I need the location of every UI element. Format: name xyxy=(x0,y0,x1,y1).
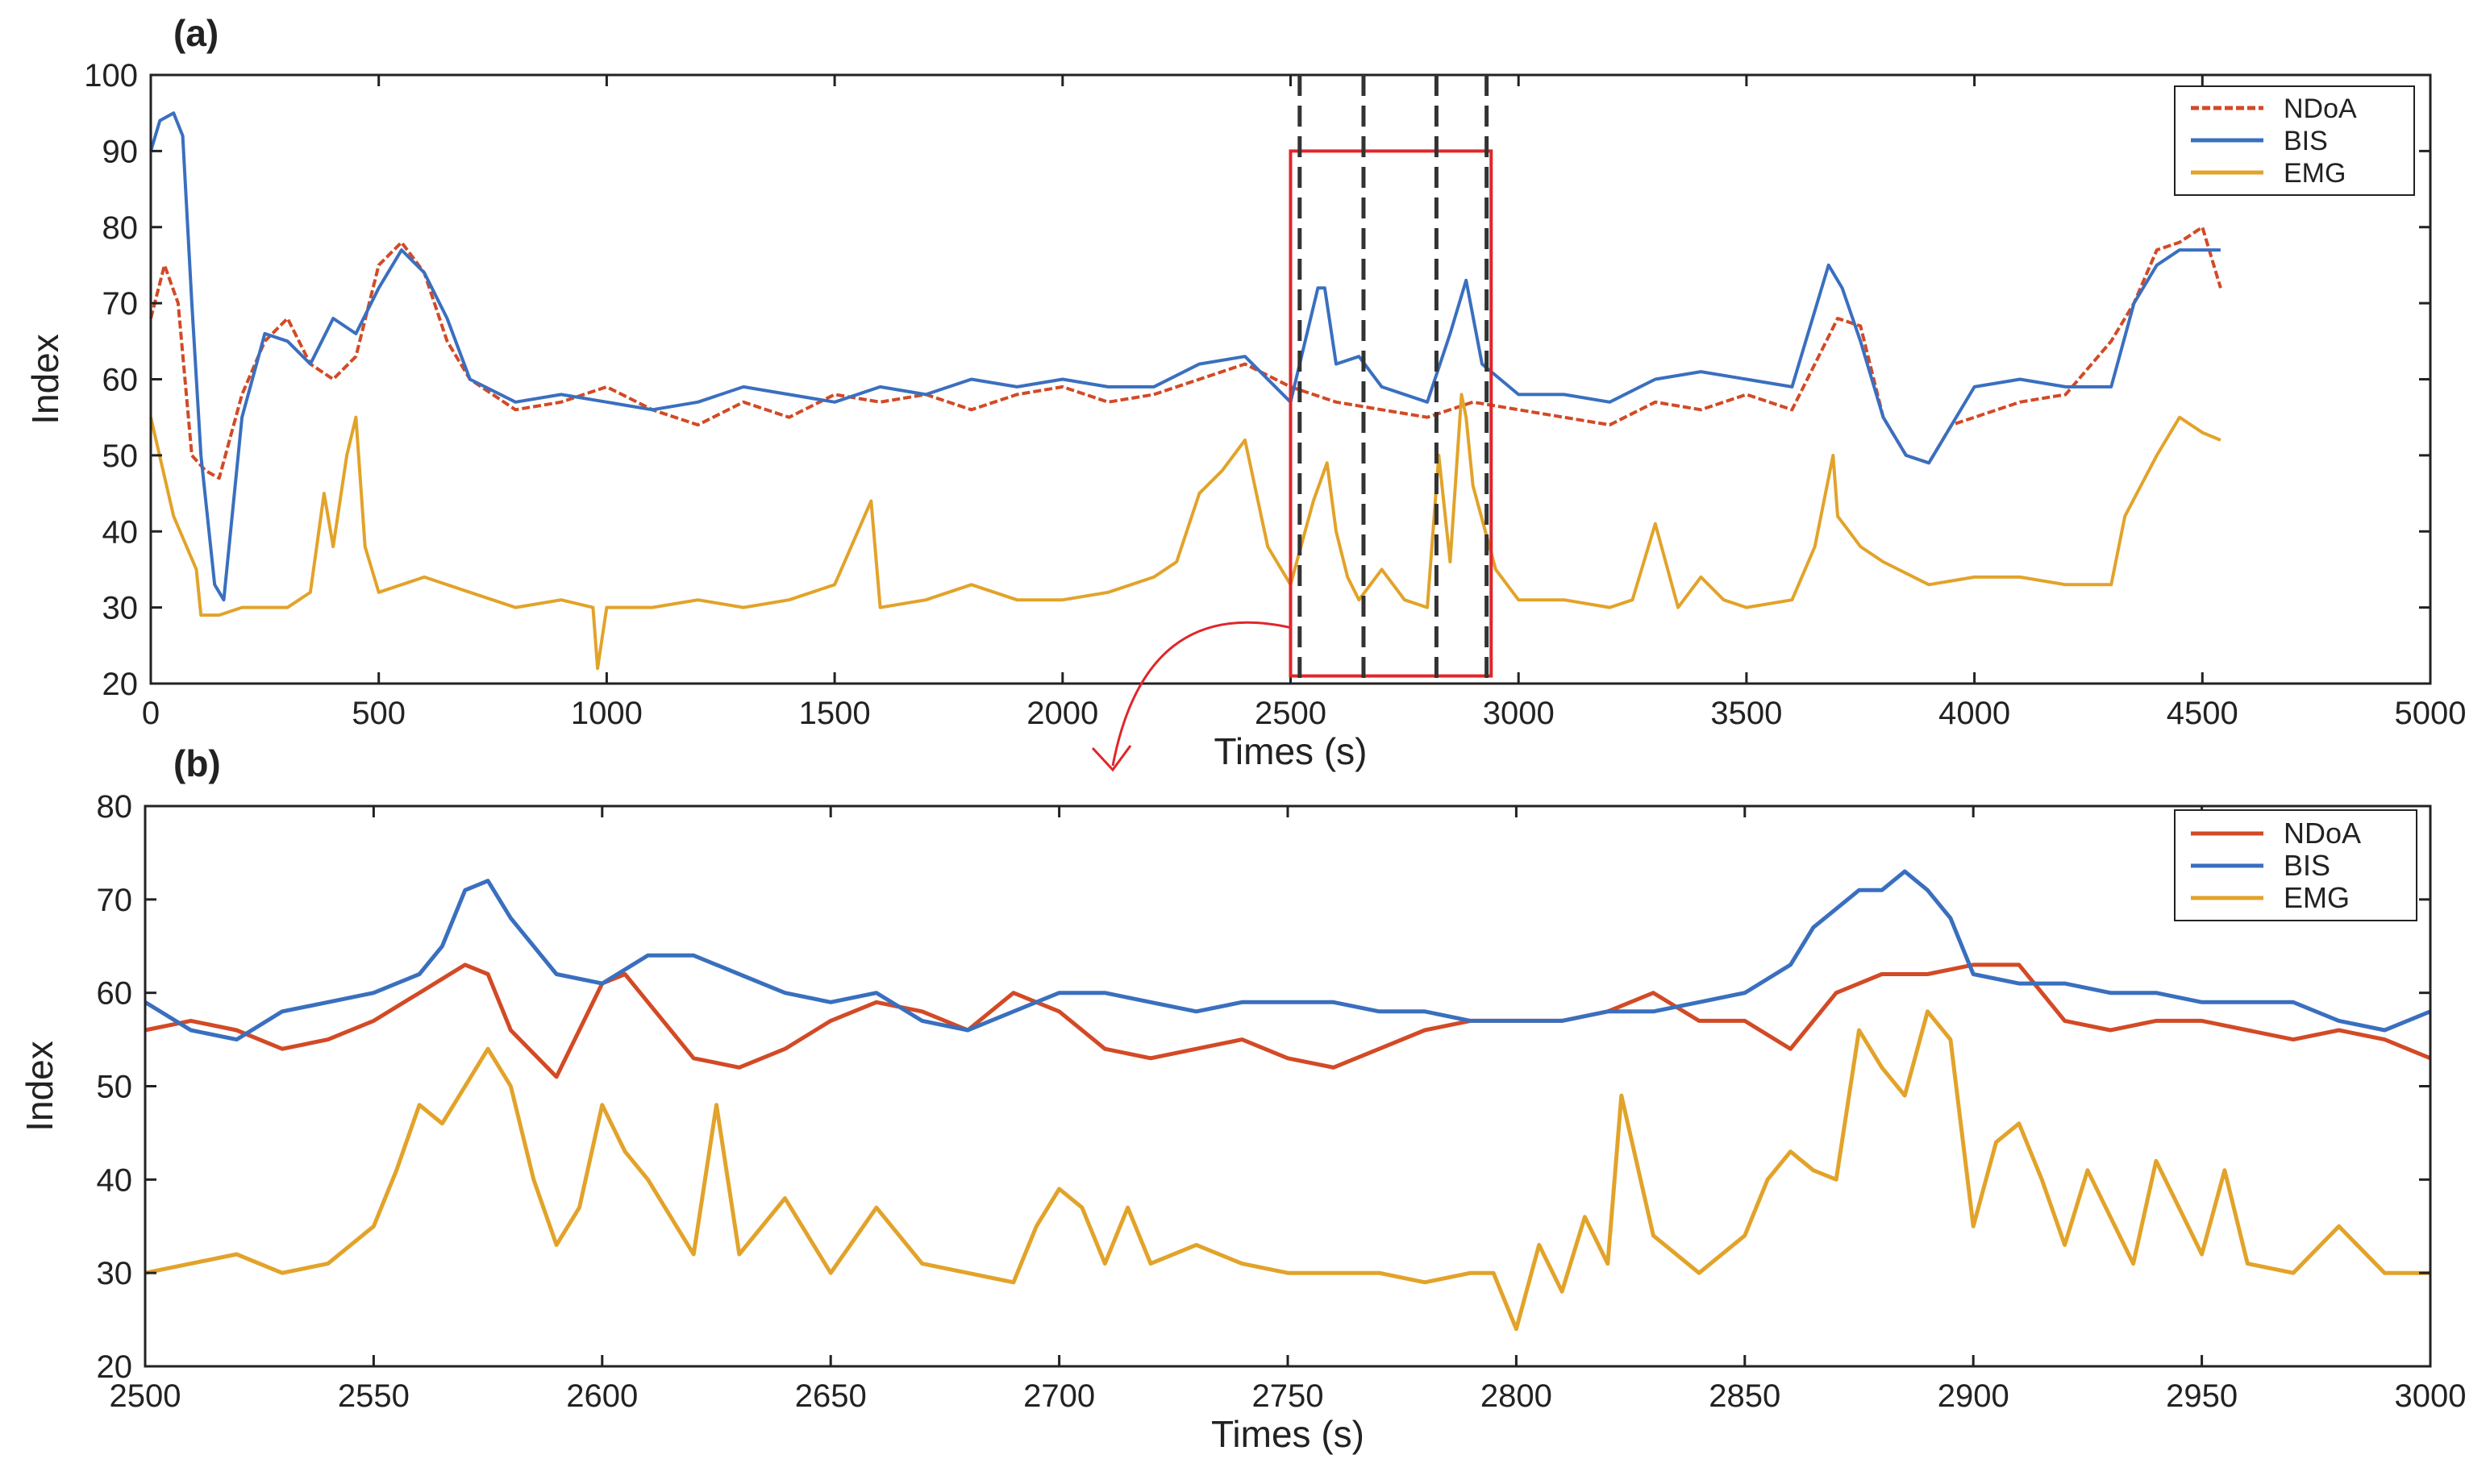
panel-b-xtick-label: 2650 xyxy=(795,1378,867,1414)
panel-a-xtick-label: 1500 xyxy=(799,696,871,731)
panel-b-ytick-label: 70 xyxy=(97,883,133,918)
panel-b-xtick-label: 2950 xyxy=(2166,1378,2238,1414)
panel-a-ytick-label: 90 xyxy=(102,134,139,169)
panel-b-xtick-label: 2850 xyxy=(1709,1378,1780,1414)
panel-a-ytick-label: 30 xyxy=(102,591,139,626)
panel-a-ytick-label: 50 xyxy=(102,439,139,474)
panel-b-series-ndoa-line xyxy=(144,962,2431,1079)
panel-b-xtick-label: 2600 xyxy=(566,1378,638,1414)
panel-a-xtick-label: 0 xyxy=(142,696,160,731)
zoom-annotation xyxy=(1091,75,1493,772)
panel-a-xtick-label: 4000 xyxy=(1938,696,2010,731)
panel-a-ytick-label: 70 xyxy=(102,286,139,322)
panel-a-xtick-label: 3500 xyxy=(1710,696,1782,731)
panel-b-series-bis-line xyxy=(144,869,2431,1042)
panel-a-xtick-label: 3000 xyxy=(1483,696,1555,731)
panel-a-label: (a) xyxy=(173,12,219,54)
panel-b-series-emg-line xyxy=(144,1009,2430,1332)
panel-b-xtick-label: 2800 xyxy=(1480,1378,1552,1414)
panel-b-xtick-label: 2500 xyxy=(110,1378,181,1414)
panel-b-xtick-label: 3000 xyxy=(2395,1378,2467,1414)
panel-b-legend-label-ndoa: NDoA xyxy=(2284,817,2361,850)
panel-b-ytick-label: 30 xyxy=(97,1256,133,1291)
panel-b-legend-label-emg: EMG xyxy=(2284,881,2350,914)
panel-a-xtick-label: 2500 xyxy=(1255,696,1326,731)
panel-b-ytick-label: 80 xyxy=(97,789,133,825)
panel-a-series-emg-line xyxy=(149,393,2221,671)
panel-a-chart: 0 500 1000 1500 2000 2500 3000 3500 4000 4500 5000… xyxy=(24,58,2466,772)
panel-b-xaxis-label: Times (s) xyxy=(1211,1413,1364,1455)
panel-a-xtick-label: 2000 xyxy=(1026,696,1098,731)
panel-b-xtick-label: 2700 xyxy=(1023,1378,1095,1414)
panel-a-legend-label-ndoa: NDoA xyxy=(2284,94,2357,124)
panel-b-chart: 2500 2550 2600 2650 2700 2750 2800 2850 2900 2950… xyxy=(19,789,2466,1455)
panel-a-xtick-label: 1000 xyxy=(571,696,643,731)
panel-b-yaxis-label: Index xyxy=(19,1041,60,1132)
zoom-arrow-curve xyxy=(1111,621,1291,767)
panel-b-ytick-label: 40 xyxy=(97,1162,133,1198)
zoom-highlight-box xyxy=(1289,149,1493,678)
panel-a-legend-label-bis: BIS xyxy=(2284,126,2328,156)
panel-a-series-bis-line xyxy=(149,111,2221,602)
panel-a-ytick-label: 60 xyxy=(102,363,139,398)
panel-a-xtick-label: 500 xyxy=(352,696,406,731)
panel-b-xtick-label: 2550 xyxy=(338,1378,410,1414)
panel-a-ytick-label: 40 xyxy=(102,514,139,550)
panel-a-ytick-label: 100 xyxy=(84,58,138,94)
panel-b-xtick-label: 2900 xyxy=(1938,1378,2009,1414)
panel-a-ytick-label: 20 xyxy=(102,667,139,702)
panel-a-yaxis-label: Index xyxy=(24,334,66,425)
panel-b-xtick-label: 2750 xyxy=(1252,1378,1324,1414)
panel-a-ytick-label: 80 xyxy=(102,210,139,246)
panel-a-legend-label-emg: EMG xyxy=(2284,158,2346,189)
panel-a-xaxis-label: Times (s) xyxy=(1214,730,1368,772)
panel-b-legend-label-bis: BIS xyxy=(2284,849,2330,882)
panel-b-ytick-label: 50 xyxy=(97,1070,133,1105)
panel-b-label: (b) xyxy=(173,742,221,784)
panel-b-ytick-label: 60 xyxy=(97,976,133,1012)
panel-a-xtick-label: 4500 xyxy=(2167,696,2238,731)
panel-a-xtick-label: 5000 xyxy=(2395,696,2467,731)
panel-b-axes-frame xyxy=(144,804,2432,1368)
zoom-arrow-head xyxy=(1091,745,1132,772)
panel-b-ytick-label: 20 xyxy=(97,1349,133,1385)
